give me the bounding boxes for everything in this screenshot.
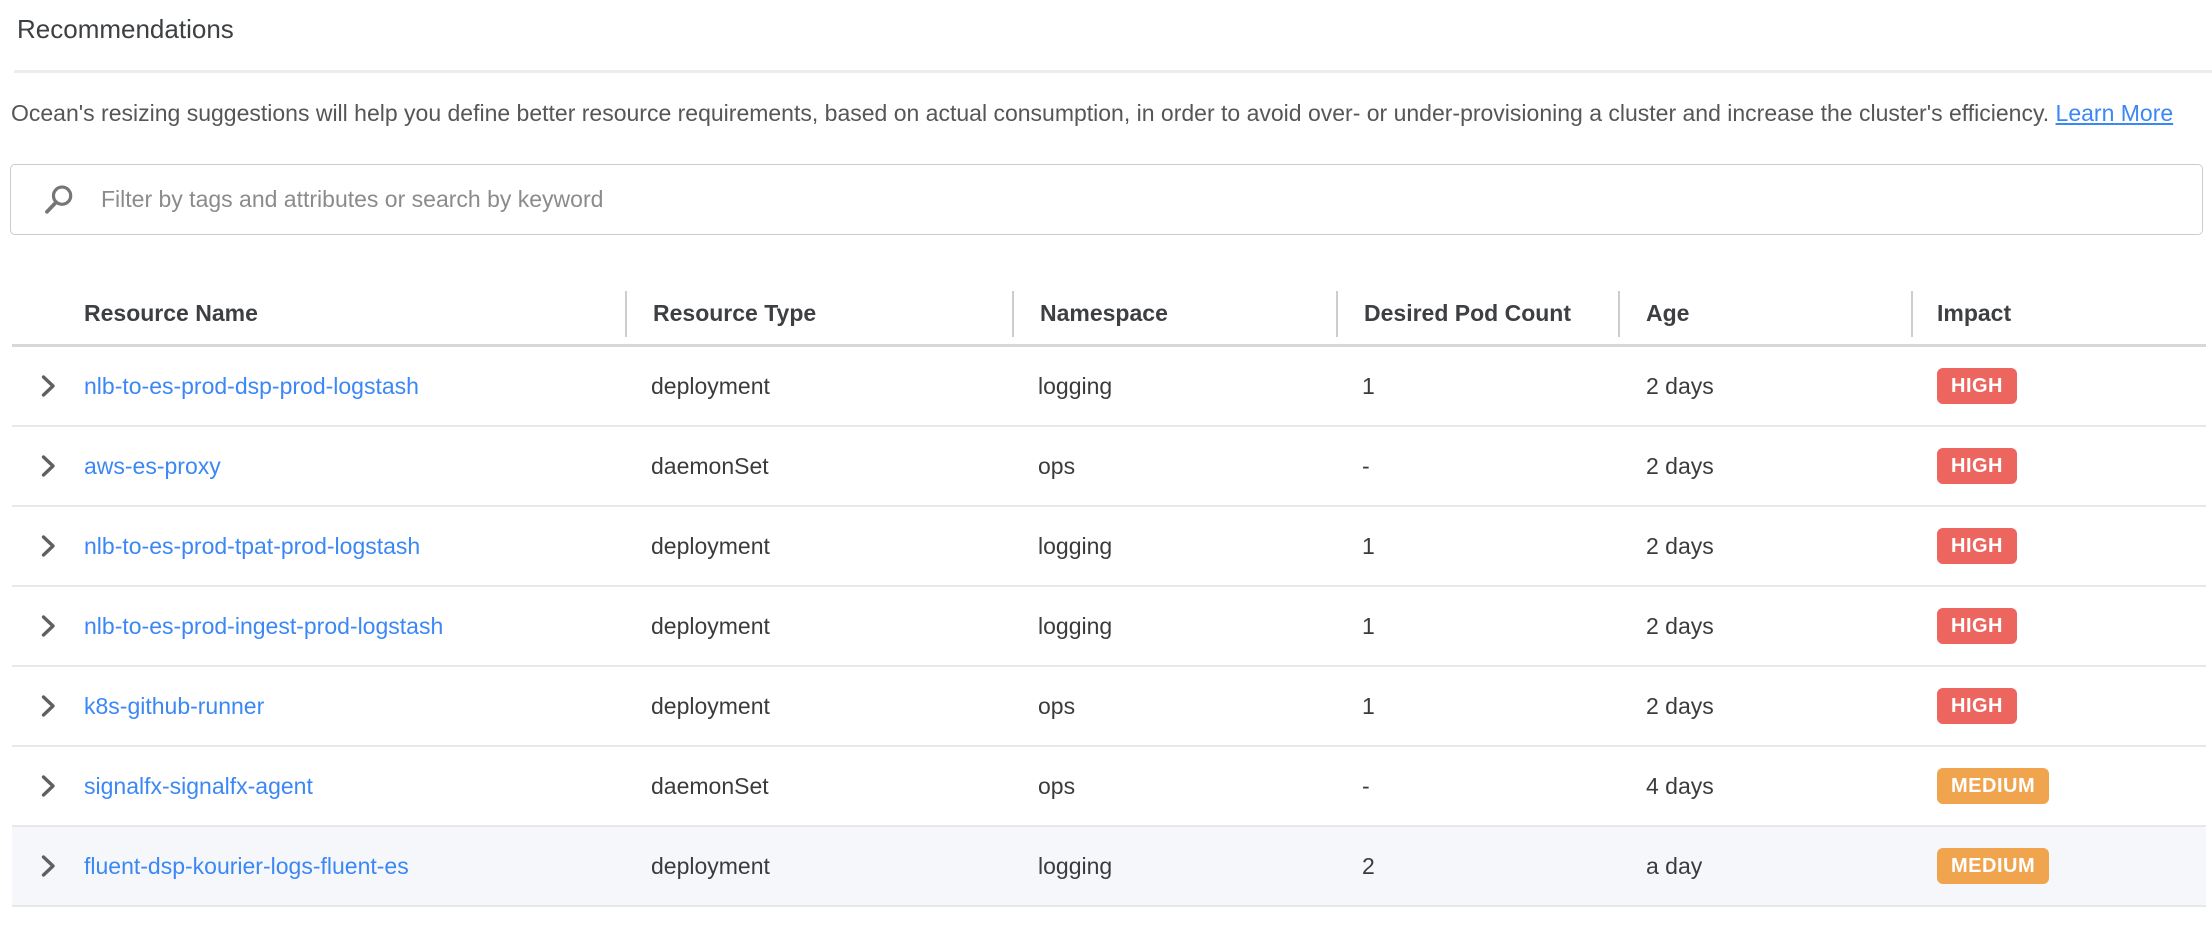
desired-pod-count-cell: 1 [1362, 612, 1375, 639]
desired-pod-count-cell: 1 [1362, 532, 1375, 559]
impact-badge: MEDIUM [1937, 848, 2050, 884]
namespace-cell: ops [1038, 452, 1076, 479]
age-cell: 4 days [1646, 772, 1714, 799]
resource-name-link[interactable]: nlb-to-es-prod-ingest-prod-logstash [84, 612, 444, 639]
header-impact: Impact [1911, 290, 2206, 337]
resource-type-cell: daemonSet [651, 772, 769, 799]
recommendations-table: Resource Name Resource Type Namespace De… [12, 283, 2206, 907]
chevron-right-icon [41, 775, 55, 797]
table-row[interactable]: nlb-to-es-prod-dsp-prod-logstash deploym… [12, 347, 2206, 427]
title-divider [14, 70, 2212, 73]
header-resource-name: Resource Name [84, 300, 258, 326]
impact-badge: MEDIUM [1937, 768, 2050, 804]
resource-type-cell: deployment [651, 372, 770, 399]
expand-row-button[interactable] [12, 774, 84, 798]
namespace-cell: logging [1038, 612, 1113, 639]
header-age: Age [1618, 290, 1911, 337]
table-row[interactable]: aws-es-proxy daemonSet ops - 2 days HIGH [12, 427, 2206, 507]
description-body: Ocean's resizing suggestions will help y… [11, 100, 2056, 126]
table-header-row: Resource Name Resource Type Namespace De… [12, 283, 2206, 347]
description-text: Ocean's resizing suggestions will help y… [11, 94, 2202, 133]
table-row[interactable]: nlb-to-es-prod-tpat-prod-logstash deploy… [12, 507, 2206, 587]
page-title: Recommendations [17, 14, 234, 44]
expand-row-button[interactable] [12, 854, 84, 878]
table-row[interactable]: k8s-github-runner deployment ops 1 2 day… [12, 667, 2206, 747]
expand-row-button[interactable] [12, 454, 84, 478]
namespace-cell: ops [1038, 692, 1076, 719]
expand-row-button[interactable] [12, 614, 84, 638]
resource-type-cell: deployment [651, 612, 770, 639]
header-namespace: Namespace [1012, 290, 1336, 337]
search-icon [43, 184, 75, 216]
resource-name-cell: signalfx-signalfx-agent [12, 773, 625, 800]
impact-badge: HIGH [1937, 688, 2017, 724]
desired-pod-count-cell: - [1362, 452, 1370, 479]
table-row[interactable]: signalfx-signalfx-agent daemonSet ops - … [12, 747, 2206, 827]
table-body: nlb-to-es-prod-dsp-prod-logstash deploym… [12, 347, 2206, 907]
namespace-cell: ops [1038, 772, 1076, 799]
impact-cell: MEDIUM [1911, 848, 2206, 884]
filter-search-box[interactable] [10, 164, 2203, 235]
header-desired-pod-count: Desired Pod Count [1336, 290, 1618, 337]
resource-type-cell: daemonSet [651, 452, 769, 479]
search-input[interactable] [99, 185, 2182, 214]
impact-cell: MEDIUM [1911, 768, 2206, 804]
table-row[interactable]: fluent-dsp-kourier-logs-fluent-es deploy… [12, 827, 2206, 907]
impact-cell: HIGH [1911, 528, 2206, 564]
impact-cell: HIGH [1911, 688, 2206, 724]
namespace-cell: logging [1038, 852, 1113, 879]
age-cell: 2 days [1646, 612, 1714, 639]
namespace-cell: logging [1038, 532, 1113, 559]
resource-name-cell: nlb-to-es-prod-ingest-prod-logstash [12, 613, 625, 640]
resource-type-cell: deployment [651, 692, 770, 719]
resource-name-link[interactable]: nlb-to-es-prod-tpat-prod-logstash [84, 532, 421, 559]
resource-type-cell: deployment [651, 532, 770, 559]
resource-name-cell: aws-es-proxy [12, 453, 625, 480]
chevron-right-icon [41, 855, 55, 877]
desired-pod-count-cell: 2 [1362, 852, 1375, 879]
desired-pod-count-cell: 1 [1362, 692, 1375, 719]
resource-name-link[interactable]: aws-es-proxy [84, 452, 221, 479]
chevron-right-icon [41, 535, 55, 557]
chevron-right-icon [41, 455, 55, 477]
resource-name-link[interactable]: k8s-github-runner [84, 692, 265, 719]
resource-type-cell: deployment [651, 852, 770, 879]
impact-badge: HIGH [1937, 368, 2017, 404]
chevron-right-icon [41, 375, 55, 397]
chevron-right-icon [41, 695, 55, 717]
resource-name-link[interactable]: nlb-to-es-prod-dsp-prod-logstash [84, 372, 419, 399]
learn-more-link[interactable]: Learn More [2055, 100, 2174, 126]
age-cell: a day [1646, 852, 1703, 879]
resource-name-cell: nlb-to-es-prod-tpat-prod-logstash [12, 533, 625, 560]
impact-cell: HIGH [1911, 368, 2206, 404]
table-row[interactable]: nlb-to-es-prod-ingest-prod-logstash depl… [12, 587, 2206, 667]
desired-pod-count-cell: - [1362, 772, 1370, 799]
resource-name-cell: fluent-dsp-kourier-logs-fluent-es [12, 853, 625, 880]
impact-cell: HIGH [1911, 608, 2206, 644]
age-cell: 2 days [1646, 452, 1714, 479]
resource-name-cell: k8s-github-runner [12, 693, 625, 720]
impact-badge: HIGH [1937, 528, 2017, 564]
resource-name-cell: nlb-to-es-prod-dsp-prod-logstash [12, 373, 625, 400]
header-resource-type: Resource Type [625, 290, 1012, 337]
chevron-right-icon [41, 615, 55, 637]
namespace-cell: logging [1038, 372, 1113, 399]
expand-row-button[interactable] [12, 534, 84, 558]
resource-name-link[interactable]: signalfx-signalfx-agent [84, 772, 313, 799]
expand-row-button[interactable] [12, 694, 84, 718]
impact-cell: HIGH [1911, 448, 2206, 484]
age-cell: 2 days [1646, 532, 1714, 559]
expand-row-button[interactable] [12, 374, 84, 398]
age-cell: 2 days [1646, 692, 1714, 719]
impact-badge: HIGH [1937, 448, 2017, 484]
impact-badge: HIGH [1937, 608, 2017, 644]
age-cell: 2 days [1646, 372, 1714, 399]
resource-name-link[interactable]: fluent-dsp-kourier-logs-fluent-es [84, 852, 409, 879]
desired-pod-count-cell: 1 [1362, 372, 1375, 399]
